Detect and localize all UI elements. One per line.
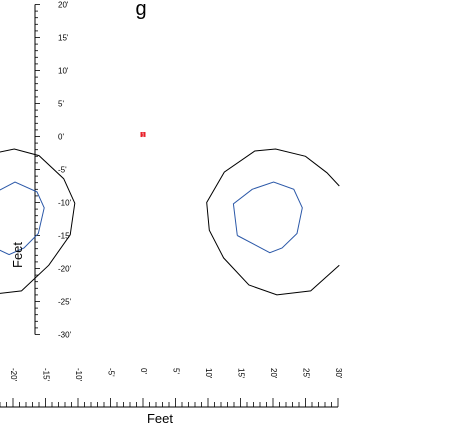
x-axis-title: Feet [147, 411, 173, 426]
y-tick-label: -15' [58, 232, 72, 241]
x-tick-label: -15' [42, 368, 51, 382]
y-tick-label: -5' [58, 166, 67, 175]
x-tick-label: 10' [204, 368, 213, 379]
y-axis: 20' 15' 10' 5' 0' -5' -10' -15' -20' -25' -30' [34, 1, 72, 340]
y-tick-label: 0' [58, 133, 64, 142]
x-tick-label: 25' [302, 368, 311, 379]
x-tick-label: 30' [334, 368, 343, 379]
y-tick-label: 10' [58, 67, 69, 76]
source-marker [140, 132, 146, 138]
x-tick-label: 20' [269, 368, 278, 379]
y-tick-label: -10' [58, 199, 72, 208]
y-tick-label: -20' [58, 265, 72, 274]
chart-title-partial: g [135, 0, 146, 20]
x-axis: -30'-25'-20'-15'-10'-5'0'5'10'15'20'25'3… [0, 368, 343, 408]
contour-line-2 [0, 181, 45, 256]
y-axis-title: Feet [10, 242, 25, 268]
y-tick-label: -25' [58, 298, 72, 307]
y-tick-label: 5' [58, 100, 64, 109]
contour-line-1 [0, 148, 76, 294]
y-tick-label: -30' [58, 331, 72, 340]
x-tick-label: 15' [237, 368, 246, 379]
plot-area: 1 [0, 132, 340, 296]
x-tick-label: -20' [9, 368, 18, 382]
source-marker-label: 1 [142, 132, 145, 138]
y-tick-label: 20' [58, 1, 69, 10]
x-tick-label: 0' [139, 368, 148, 374]
contour-line-3 [206, 148, 340, 296]
contour-line-4 [232, 181, 303, 254]
y-tick-label: 15' [58, 34, 69, 43]
x-tick-label: -5' [107, 368, 116, 377]
x-tick-label: -10' [74, 368, 83, 382]
x-tick-label: 5' [172, 368, 181, 374]
